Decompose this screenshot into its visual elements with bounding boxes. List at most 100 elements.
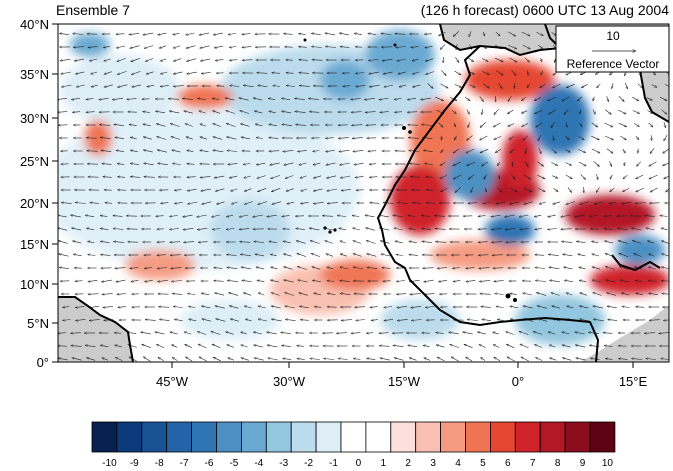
wind-vector-arrow	[593, 319, 604, 322]
wind-vector-arrow	[436, 345, 445, 348]
wind-vector-arrow	[522, 44, 531, 50]
wind-vector-arrow	[382, 268, 391, 269]
wind-vector-arrow	[536, 293, 547, 296]
wind-vector-arrow	[527, 70, 528, 76]
wind-vector-arrow	[636, 293, 643, 294]
wind-vector-arrow	[105, 203, 113, 204]
lat-label-35n: 35°N	[20, 67, 49, 82]
wind-vector-arrow	[369, 164, 377, 165]
wind-vector-arrow	[425, 45, 433, 48]
wind-vector-arrow	[441, 70, 446, 75]
wind-vector-arrow	[649, 320, 660, 321]
wind-vector-arrow	[394, 228, 403, 231]
wind-vector-arrow	[117, 294, 126, 295]
wind-vector-arrow	[157, 280, 168, 281]
forecast-time-title: (126 h forecast) 0600 UTC 13 Aug 2004	[421, 2, 669, 18]
wind-vector-arrow	[366, 358, 376, 359]
wind-vector-arrow	[424, 357, 431, 361]
wind-vector-arrow	[171, 137, 180, 140]
wind-vector-arrow	[231, 201, 238, 204]
wind-vector-arrow	[355, 176, 364, 177]
wind-vector-arrow	[553, 135, 554, 141]
wind-vector-arrow	[455, 57, 459, 62]
wind-vector-arrow	[663, 134, 668, 141]
colorbar-swatch	[390, 421, 417, 453]
wind-vector-arrow	[155, 111, 166, 114]
wind-vector-arrow	[534, 97, 542, 101]
wind-vector-arrow	[243, 164, 251, 165]
wind-vector-arrow	[327, 203, 338, 204]
wind-vector-arrow	[593, 306, 603, 309]
wind-vector-arrow	[636, 174, 644, 180]
wind-vector-arrow	[369, 71, 380, 74]
wind-vector-arrow	[480, 294, 491, 295]
wind-vector-arrow	[650, 148, 655, 153]
wind-vector-arrow	[449, 332, 459, 335]
wind-vector-arrow	[507, 356, 515, 362]
wind-vector-arrow	[661, 109, 667, 115]
wind-vector-arrow	[339, 162, 350, 165]
wind-vector-arrow	[71, 228, 82, 231]
wind-vector-arrow	[618, 122, 627, 128]
wind-vector-arrow	[270, 162, 280, 165]
wind-vector-arrow	[253, 332, 263, 335]
wind-vector-arrow	[169, 111, 180, 114]
wind-vector-arrow	[268, 358, 278, 361]
wind-vector-arrow	[116, 150, 125, 151]
wind-vector-arrow	[339, 228, 346, 231]
wind-vector-arrow	[468, 57, 474, 62]
colorbar-tick-label: -10	[102, 458, 117, 469]
wind-vector-arrow	[212, 98, 220, 99]
wind-vector-arrow	[453, 135, 457, 140]
wind-vector-arrow	[71, 346, 82, 347]
wind-vector-arrow	[607, 96, 609, 102]
wind-vector-arrow	[297, 253, 307, 257]
wind-vector-arrow	[507, 109, 514, 114]
wind-vector-arrow	[297, 346, 304, 347]
wind-vector-arrow	[242, 34, 251, 35]
wind-vector-arrow	[339, 33, 349, 36]
wind-vector-arrow	[240, 124, 250, 127]
wind-vector-arrow	[187, 71, 198, 74]
wind-vector-arrow	[198, 343, 207, 349]
wind-vector-arrow	[156, 124, 166, 127]
wind-vector-arrow	[661, 228, 668, 231]
wind-vector-arrow	[565, 149, 571, 153]
wind-vector-arrow	[271, 188, 281, 191]
wind-vector-arrow	[648, 122, 653, 127]
wind-vector-arrow	[408, 345, 417, 346]
colorbar-swatch	[265, 421, 292, 453]
wind-vector-arrow	[564, 280, 573, 281]
wind-vector-arrow	[578, 161, 586, 167]
wind-vector-arrow	[644, 333, 656, 334]
wind-vector-arrow	[62, 307, 70, 308]
wind-vector-arrow	[509, 201, 520, 204]
wind-vector-arrow	[438, 279, 447, 282]
wind-vector-arrow	[226, 255, 237, 256]
wind-vector-arrow	[72, 358, 82, 361]
wind-vector-arrow	[323, 359, 335, 360]
wind-vector-arrow	[244, 175, 251, 178]
wind-vector-arrow	[578, 136, 585, 140]
wind-vector-arrow	[156, 344, 165, 348]
wind-vector-arrow	[549, 109, 557, 115]
wind-vector-arrow	[425, 307, 435, 308]
wind-vector-arrow	[647, 241, 655, 244]
wind-vector-arrow	[636, 307, 645, 308]
wind-vector-arrow	[522, 123, 529, 127]
wind-vector-arrow	[482, 71, 489, 75]
wind-vector-arrow	[254, 345, 263, 348]
wind-vector-arrow	[229, 60, 238, 61]
wind-vector-arrow	[483, 174, 487, 180]
wind-vector-arrow	[311, 253, 320, 257]
wind-vector-arrow	[619, 267, 629, 270]
wind-vector-arrow	[618, 241, 628, 244]
wind-vector-arrow	[662, 294, 669, 295]
wind-vector-arrow	[158, 307, 170, 308]
wind-vector-arrow	[454, 70, 462, 76]
wind-vector-arrow	[325, 241, 333, 244]
wind-vector-arrow	[173, 33, 180, 34]
wind-vector-arrow	[336, 333, 348, 334]
wind-vector-arrow	[86, 98, 94, 99]
wind-vector-arrow	[212, 229, 221, 230]
